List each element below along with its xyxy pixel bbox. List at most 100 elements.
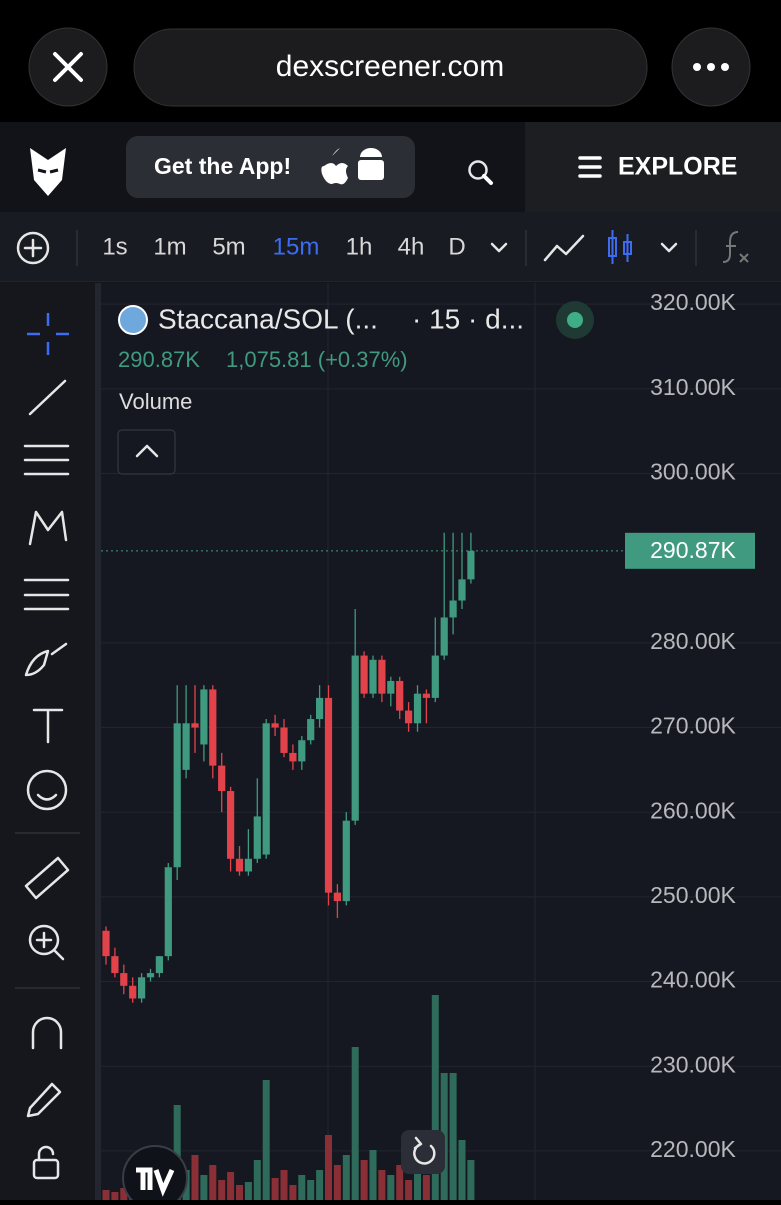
volume-bar bbox=[458, 1140, 466, 1200]
candle-body bbox=[262, 723, 270, 855]
app-button-label: Get the App! bbox=[154, 153, 291, 179]
close-button[interactable] bbox=[28, 27, 108, 107]
volume-bar bbox=[253, 1160, 261, 1200]
dot bbox=[721, 63, 729, 71]
candle-body bbox=[324, 697, 333, 893]
candle-body bbox=[111, 956, 119, 974]
candle-body bbox=[360, 655, 368, 694]
collapse-button[interactable] bbox=[117, 429, 176, 475]
trendline-tool[interactable] bbox=[28, 379, 67, 416]
candle-body bbox=[146, 973, 155, 978]
volume-bar bbox=[360, 1160, 368, 1200]
candle-body bbox=[218, 765, 226, 792]
timeframe[interactable]: 4h bbox=[398, 233, 425, 260]
volume-bar bbox=[218, 1180, 226, 1200]
volume-bar bbox=[351, 1047, 359, 1200]
line-chart-icon[interactable] bbox=[543, 234, 585, 262]
timeframe[interactable]: 1m bbox=[153, 233, 186, 260]
interval: · 15 · d... bbox=[412, 303, 524, 334]
volume-bar bbox=[262, 1080, 270, 1200]
y-tick-label: 250.00K bbox=[650, 882, 736, 908]
volume-bar bbox=[449, 1073, 457, 1200]
search-icon bbox=[468, 160, 488, 180]
candle-icon[interactable] bbox=[608, 230, 632, 264]
dropdown[interactable] bbox=[660, 242, 678, 253]
symbol[interactable]: Staccana/SOL (... bbox=[158, 303, 378, 334]
search-handle bbox=[482, 174, 493, 185]
legend-price: 290.87K bbox=[118, 347, 200, 372]
candle-body bbox=[467, 550, 475, 580]
indicator-icon[interactable] bbox=[722, 231, 749, 263]
volume-bar bbox=[227, 1172, 235, 1200]
volume-bar bbox=[342, 1155, 350, 1200]
y-tick-label: 270.00K bbox=[650, 713, 736, 739]
token-icon bbox=[118, 305, 148, 335]
android-icon bbox=[358, 160, 384, 180]
candle-body bbox=[138, 977, 146, 999]
timeframe[interactable]: D bbox=[448, 233, 465, 260]
candle-body bbox=[235, 858, 244, 872]
toolbar-edge bbox=[95, 283, 101, 1200]
timeframe-toolbar bbox=[0, 212, 781, 282]
magnet-tool[interactable] bbox=[31, 1016, 63, 1050]
timeframe-active[interactable]: 15m bbox=[273, 233, 320, 260]
add-indicator[interactable] bbox=[16, 231, 50, 265]
volume-bar bbox=[298, 1175, 306, 1200]
status-dot bbox=[567, 312, 583, 328]
volume-label: Volume bbox=[119, 389, 192, 414]
candle-body bbox=[280, 727, 288, 753]
logo[interactable] bbox=[30, 148, 66, 196]
ruler-tool[interactable] bbox=[24, 856, 70, 900]
tv-logo[interactable] bbox=[122, 1145, 188, 1205]
candle-body bbox=[351, 655, 359, 821]
pattern-tool[interactable] bbox=[28, 510, 68, 546]
explore-label[interactable]: EXPLORE bbox=[618, 153, 737, 181]
close-icon bbox=[53, 52, 83, 82]
candle-body bbox=[102, 930, 110, 957]
emoji-tool[interactable] bbox=[26, 769, 68, 811]
candle-body bbox=[333, 892, 341, 902]
text-tool[interactable] bbox=[32, 708, 64, 744]
volume-bar bbox=[431, 995, 439, 1200]
last-price-box bbox=[625, 532, 755, 569]
timeframe[interactable]: 1h bbox=[346, 233, 373, 260]
fib-tool[interactable] bbox=[23, 444, 70, 476]
volume-bar bbox=[307, 1180, 315, 1200]
reset-button[interactable] bbox=[401, 1130, 445, 1174]
y-tick-label: 310.00K bbox=[650, 374, 736, 400]
candle-body bbox=[369, 659, 377, 694]
candle-body bbox=[458, 579, 466, 601]
volume-bar bbox=[369, 1150, 377, 1200]
lock-draw-tool[interactable] bbox=[26, 1082, 62, 1118]
url-bar[interactable] bbox=[133, 28, 648, 107]
volume-bar bbox=[111, 1192, 119, 1200]
dropdown[interactable] bbox=[490, 242, 508, 253]
volume-bar bbox=[236, 1185, 243, 1200]
chevron-up bbox=[135, 444, 159, 458]
volume-bar bbox=[414, 1170, 421, 1200]
timeframe[interactable]: 1s bbox=[102, 233, 127, 260]
timeframe[interactable]: 5m bbox=[212, 233, 245, 260]
candle-body bbox=[120, 973, 128, 986]
crosshair-tool[interactable] bbox=[27, 313, 69, 355]
volume-bar bbox=[173, 1105, 181, 1200]
candle-body bbox=[289, 752, 297, 762]
forecast-tool[interactable] bbox=[23, 578, 70, 611]
volume-bar bbox=[289, 1185, 297, 1200]
volume-bar bbox=[405, 1180, 413, 1200]
candle-body bbox=[244, 858, 252, 872]
candle-body bbox=[227, 791, 235, 859]
smile bbox=[36, 793, 58, 801]
candle-body bbox=[307, 719, 315, 741]
candle-body bbox=[182, 723, 190, 770]
volume-bar bbox=[244, 1182, 252, 1200]
brush-tool[interactable] bbox=[24, 642, 68, 677]
candle-body bbox=[405, 710, 413, 724]
zoom-tool[interactable] bbox=[28, 924, 60, 956]
search-button[interactable] bbox=[468, 160, 493, 185]
volume-bar bbox=[102, 1190, 110, 1200]
more-button[interactable] bbox=[671, 27, 751, 107]
y-tick-label: 280.00K bbox=[650, 628, 736, 654]
lock-tool[interactable] bbox=[32, 1158, 60, 1180]
